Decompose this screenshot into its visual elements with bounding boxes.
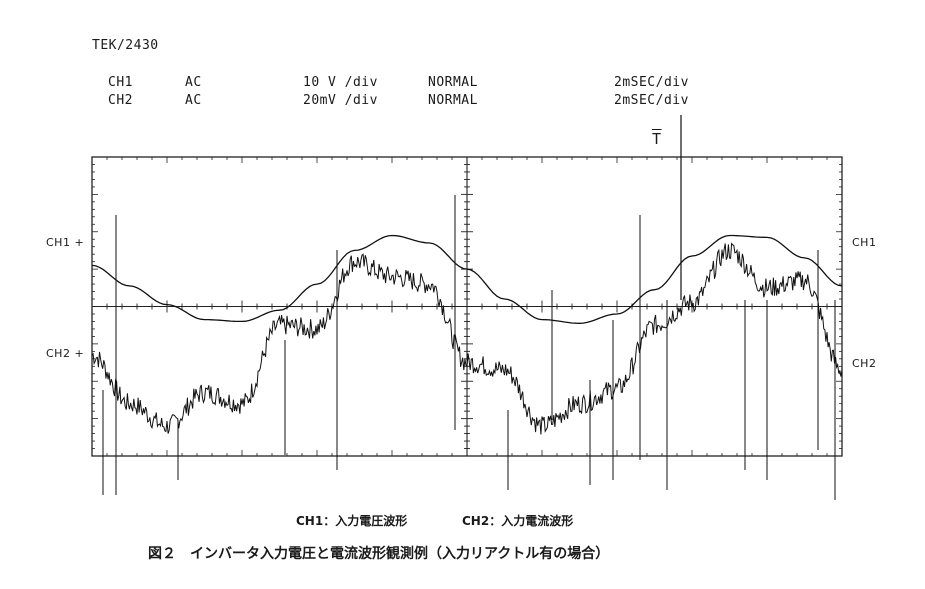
ch1-volts-div: 10 V /div bbox=[303, 75, 378, 90]
ch1-time-div: 2mSEC/div bbox=[614, 75, 689, 90]
legend-ch1: CH1：入力電圧波形 bbox=[296, 514, 408, 528]
ch1-right-marker: CH1 bbox=[852, 236, 877, 249]
ch2-name: CH2 bbox=[108, 93, 133, 108]
ch1-mode: NORMAL bbox=[428, 75, 478, 90]
figure-caption: 図２ インバータ入力電圧と電流波形観測例（入力リアクトル有の場合） bbox=[148, 546, 610, 562]
ch1-name: CH1 bbox=[108, 75, 133, 90]
ch1-left-marker: CH1 + bbox=[46, 236, 85, 249]
ch2-time-div: 2mSEC/div bbox=[614, 93, 689, 108]
scope-model: TEK/2430 bbox=[92, 38, 159, 53]
ch1-voltage-trace bbox=[91, 234, 843, 324]
ch1-coupling: AC bbox=[185, 75, 202, 90]
ch2-mode: NORMAL bbox=[428, 93, 478, 108]
ch2-current-trace bbox=[91, 242, 843, 435]
ch2-left-marker: CH2 + bbox=[46, 347, 85, 360]
legend-ch2: CH2：入力電流波形 bbox=[462, 514, 574, 528]
ch2-volts-div: 20mV /div bbox=[303, 93, 378, 108]
trigger-marker: T bbox=[652, 130, 662, 148]
ch2-right-marker: CH2 bbox=[852, 357, 877, 370]
ch2-coupling: AC bbox=[185, 93, 202, 108]
